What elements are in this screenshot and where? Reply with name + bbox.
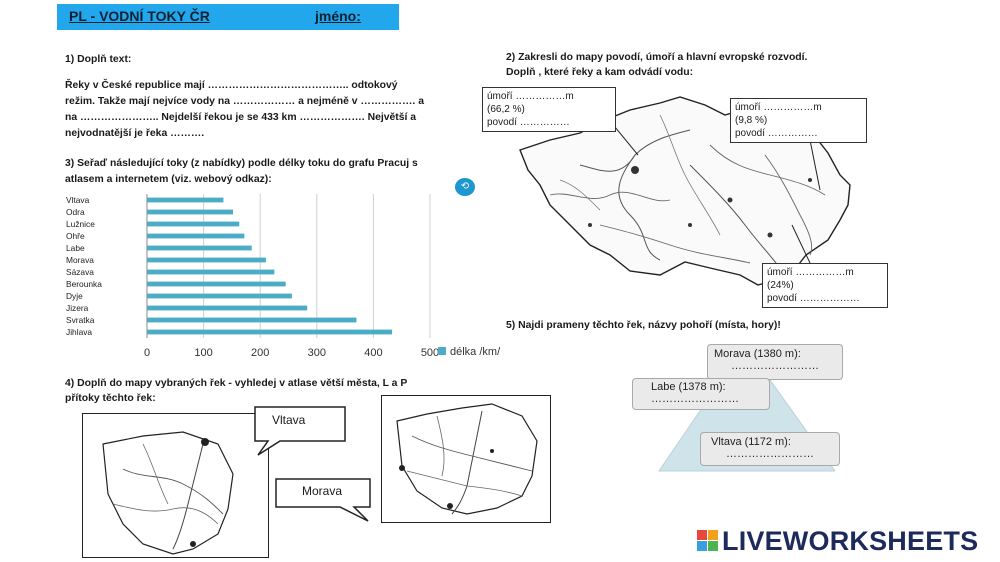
question-1: 1) Doplň text: Řeky v České republice ma…: [65, 52, 485, 142]
page-title: PL - VODNÍ TOKY ČR: [69, 8, 210, 24]
box-line: (9,8 %): [735, 115, 768, 126]
y-tick-label: Labe: [66, 243, 85, 253]
bar-chart: Vltava Odra Lužnice Ohře Labe Morava Sázava Ber…: [66, 194, 501, 359]
q3-heading-line: 3) Seřaď následující toky (z nabídky) po…: [65, 158, 418, 169]
bar-Sázava: [147, 269, 275, 275]
morava-label: Morava (1380 m):: [714, 348, 801, 360]
x-tick-label: 400: [364, 347, 382, 359]
labe-source-box[interactable]: Labe (1378 m): ……………………: [632, 378, 770, 410]
vltava-basin-map[interactable]: [82, 413, 269, 558]
x-tick-label: 100: [194, 347, 212, 359]
box-line: úmoří ……………m: [487, 91, 574, 102]
vltava-callout-shape: [254, 406, 346, 456]
q1-line: Řeky v České republice mají …………………………………: [65, 80, 398, 91]
vltava-callout: Vltava: [272, 413, 306, 427]
question-4-heading: 4) Doplň do mapy vybraných řek - vyhlede…: [65, 376, 445, 406]
title-bar: PL - VODNÍ TOKY ČR jméno:: [57, 4, 399, 30]
liveworksheets-logo-icon: [697, 530, 718, 551]
answer-dots: ……………………: [651, 393, 739, 405]
q1-line: nejvodnatější je řeka ……….: [65, 128, 205, 139]
y-tick-label: Lužnice: [66, 219, 95, 229]
bar-Dyje: [147, 293, 292, 299]
y-tick-label: Svratka: [66, 315, 95, 325]
q1-heading: 1) Doplň text:: [65, 54, 132, 65]
answer-dots: ……………………: [726, 448, 814, 460]
drainage-box-2[interactable]: úmoří ……………m (9,8 %) povodí ……………: [730, 98, 867, 143]
labe-label: Labe (1378 m):: [651, 381, 726, 393]
drainage-box-3[interactable]: úmoří ……………m (24%) povodí ………………: [762, 263, 888, 308]
q1-line: na ………………….. Nejdelší řekou je se 433 km…: [65, 112, 417, 123]
bar-Svratka: [147, 317, 357, 323]
q5-heading: 5) Najdi prameny těchto řek, názvy pohoř…: [506, 320, 781, 331]
legend-swatch: [438, 347, 446, 355]
x-tick-label: 300: [308, 347, 326, 359]
morava-callout-shape: [275, 478, 371, 522]
y-tick-label: Jizera: [66, 303, 89, 313]
box-line: úmoří ……………m: [735, 102, 822, 113]
drainage-box-1[interactable]: úmoří ……………m (66,2 %) povodí ……………: [482, 87, 616, 132]
q3-heading-line: atlasem a internetem (viz. webový odkaz)…: [65, 174, 272, 185]
czech-river-map[interactable]: [510, 85, 870, 300]
y-tick-label: Jihlava: [66, 327, 92, 337]
q2-heading-line: Doplň , které řeky a kam odvádí vodu:: [506, 67, 694, 78]
box-line: úmoří ……………m: [767, 267, 854, 278]
bar-Lužnice: [147, 221, 240, 227]
y-tick-label: Odra: [66, 207, 85, 217]
q4-heading-line: 4) Doplň do mapy vybraných řek - vyhlede…: [65, 378, 408, 389]
y-tick-label: Vltava: [66, 195, 90, 205]
q4-heading-line: přítoky těchto řek:: [65, 393, 156, 404]
q2-heading-line: 2) Zakresli do mapy povodí, úmoří a hlav…: [506, 52, 808, 63]
q1-line: režim. Takže mají nejvíce vody na …………………: [65, 96, 424, 107]
y-tick-label: Berounka: [66, 279, 102, 289]
x-tick-label: 0: [144, 347, 150, 359]
morava-basin-map[interactable]: [381, 395, 551, 523]
morava-callout: Morava: [302, 484, 343, 498]
bar-Jizera: [147, 305, 308, 311]
bar-Ohře: [147, 233, 245, 239]
brand-wordmark: LIVEWORKSHEETS: [722, 526, 979, 556]
bar-Odra: [147, 209, 234, 215]
web-link-icon[interactable]: ⟲: [455, 178, 475, 196]
y-tick-label: Sázava: [66, 267, 94, 277]
bar-Berounka: [147, 281, 286, 287]
box-line: (24%): [767, 280, 794, 291]
morava-source-box[interactable]: Morava (1380 m): ……………………: [707, 344, 843, 380]
name-label: jméno:: [315, 8, 361, 24]
answer-dots: ……………………: [731, 360, 819, 372]
bar-Jihlava: [147, 329, 393, 335]
y-tick-label: Morava: [66, 255, 94, 265]
y-tick-label: Ohře: [66, 231, 85, 241]
y-tick-label: Dyje: [66, 291, 83, 301]
box-line: povodí ……………: [487, 117, 570, 128]
x-tick-label: 500: [421, 347, 439, 359]
box-line: povodí ………………: [767, 293, 860, 304]
legend-label: délka /km/: [450, 346, 501, 358]
box-line: povodí ……………: [735, 128, 818, 139]
x-tick-label: 200: [251, 347, 269, 359]
bar-Vltava: [147, 197, 224, 203]
bar-Morava: [147, 257, 266, 263]
vltava-label: Vltava (1172 m):: [711, 436, 791, 448]
bar-Labe: [147, 245, 252, 251]
vltava-source-box[interactable]: Vltava (1172 m): ……………………: [700, 432, 840, 466]
question-2-heading: 2) Zakresli do mapy povodí, úmoří a hlav…: [506, 50, 886, 80]
question-3-heading: 3) Seřaď následující toky (z nabídky) po…: [65, 156, 505, 188]
box-line: (66,2 %): [487, 104, 525, 115]
